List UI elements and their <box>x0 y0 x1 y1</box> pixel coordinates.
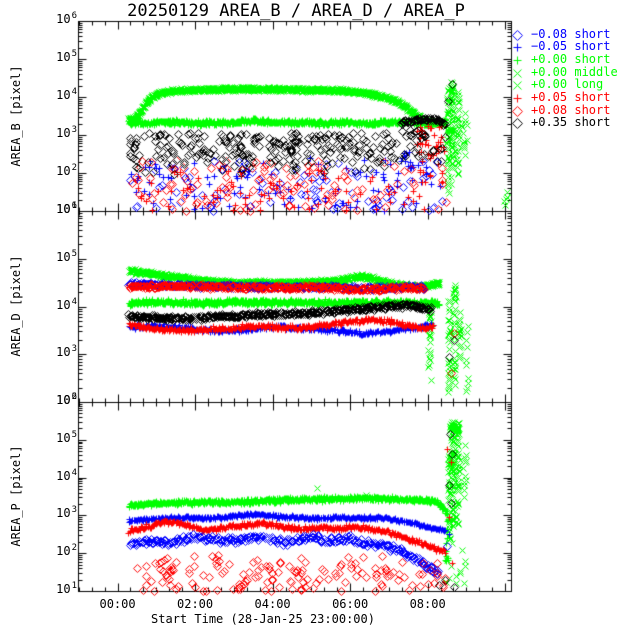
legend-item: +0.05 short <box>531 90 611 104</box>
y-tick-label: 103 <box>56 344 77 360</box>
x-axis-title: Start Time (28-Jan-25 23:00:00) <box>151 612 375 626</box>
y-tick-label: 102 <box>56 543 77 559</box>
x-tick-label: 06:00 <box>332 597 369 611</box>
legend-item: +0.35 short <box>531 115 611 130</box>
y-tick-label: 106 <box>56 392 77 407</box>
legend-item: +0.00 long <box>531 77 604 92</box>
x-tick-label: 02:00 <box>177 597 214 611</box>
y-tick-label: 104 <box>56 87 77 102</box>
legend-item: +0.08 short <box>531 102 611 117</box>
x-tick-label: 08:00 <box>409 597 446 611</box>
x-tick-label: 00:00 <box>99 597 136 611</box>
legend-item: −0.08 short <box>531 26 611 41</box>
legend-item: −0.05 short <box>531 39 611 54</box>
legend-item: +0.00 middle <box>531 64 618 79</box>
y-tick-label: 105 <box>56 49 77 64</box>
y-tick-label: 101 <box>56 581 77 596</box>
y-tick-label: 103 <box>56 125 77 140</box>
y-axis-title-area-p: AREA_P [pixel] <box>9 445 23 547</box>
y-axis-title-area-b: AREA_B [pixel] <box>9 65 23 167</box>
y-tick-label: 102 <box>56 392 77 407</box>
y-tick-label: 104 <box>56 467 77 483</box>
y-tick-label: 105 <box>56 248 77 264</box>
y-tick-label: 103 <box>56 505 77 521</box>
y-tick-label: 106 <box>56 11 77 26</box>
y-tick-label: 104 <box>56 296 77 312</box>
y-tick-label: 102 <box>56 163 77 178</box>
legend-item: +0.00 short <box>531 51 611 66</box>
y-tick-label: 101 <box>56 201 77 216</box>
y-tick-label: 105 <box>56 429 77 445</box>
chart-title: 20250129 AREA_B / AREA_D / AREA_P <box>127 1 465 21</box>
y-axis-title-area-d: AREA_D [pixel] <box>9 255 23 357</box>
x-tick-label: 04:00 <box>254 597 291 611</box>
y-tick-label: 106 <box>56 201 77 216</box>
